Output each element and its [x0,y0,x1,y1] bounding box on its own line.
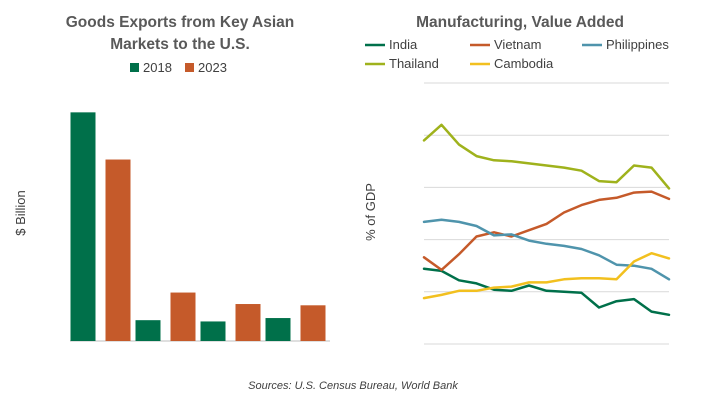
line-y-axis-title: % of GDP [363,183,378,241]
bar-vietnam-2018 [135,320,161,341]
line-series-cambodia [422,251,671,300]
line-chart [422,82,671,345]
line-series-vietnam [422,190,671,272]
line-series-philippines [422,218,671,281]
bar-vietnam-2023 [170,292,196,341]
bar-legend-label-2018: 2018 [143,60,172,75]
bar-taiwan-2023 [235,304,261,341]
bar-taiwan-2018 [200,321,226,341]
line-legend-label-philippines: Philippines [606,37,669,52]
line-series-india [422,267,671,317]
source-note: Sources: U.S. Census Bureau, World Bank [248,380,458,392]
bar-chart-title-line-1: Goods Exports from Key Asian [66,14,295,31]
line-legend-label-thailand: Thailand [389,56,439,71]
bar-india-2023 [300,305,326,341]
bar-legend-label-2023: 2023 [198,60,227,75]
line-series-thailand [422,123,671,190]
bar-legend-swatch-2023 [185,63,194,72]
bar-chart-title-line-2: Markets to the U.S. [110,36,250,53]
line-chart-title: Manufacturing, Value Added [416,14,624,31]
line-legend-label-cambodia: Cambodia [494,56,554,71]
bar-y-axis-title: $ Billion [13,190,28,236]
bar-india-2018 [265,318,291,341]
bar-legend-swatch-2018 [130,63,139,72]
bar-chart [70,112,330,342]
bar-china-2018 [70,112,96,341]
line-legend-label-vietnam: Vietnam [494,37,541,52]
line-legend-label-india: India [389,37,418,52]
bar-china-2023 [105,159,131,341]
